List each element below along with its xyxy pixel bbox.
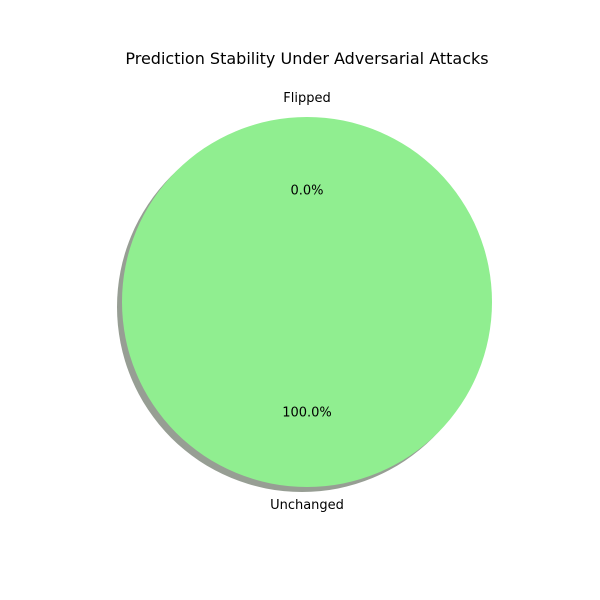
pie-labels-group: Flipped 0.0% Unchanged 100.0%	[270, 91, 344, 513]
percent-label-flipped: 0.0%	[290, 184, 323, 199]
slice-label-flipped: Flipped	[283, 91, 330, 106]
percent-label-unchanged: 100.0%	[282, 406, 332, 421]
slice-label-unchanged: Unchanged	[270, 498, 344, 513]
pie-slices-group	[117, 117, 492, 492]
chart-title: Prediction Stability Under Adversarial A…	[125, 49, 488, 68]
pie-slice-unchanged	[122, 117, 492, 487]
